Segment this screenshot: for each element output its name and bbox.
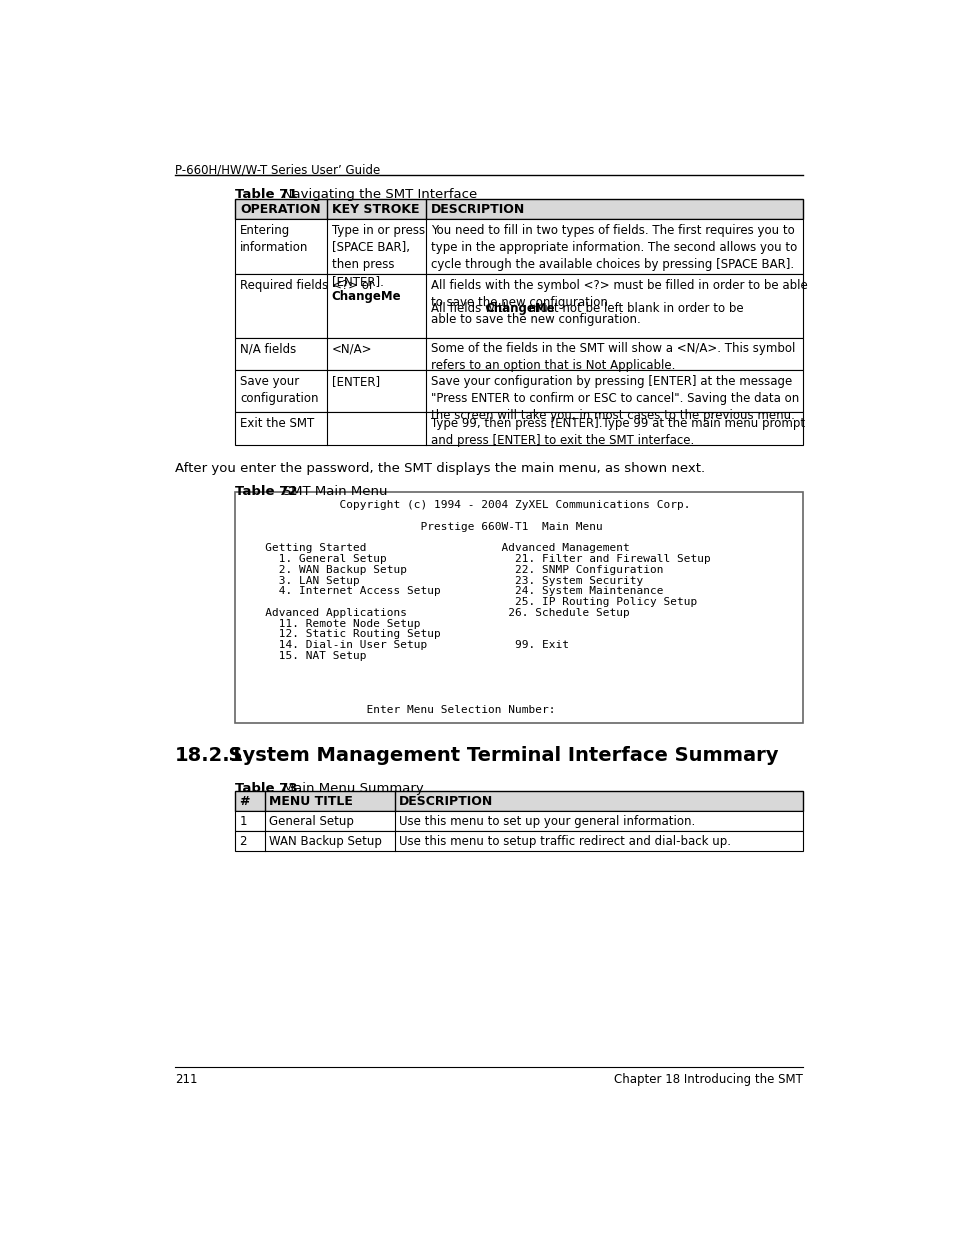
Text: Advanced Applications               26. Schedule Setup: Advanced Applications 26. Schedule Setup xyxy=(245,608,629,618)
Text: [ENTER]: [ENTER] xyxy=(332,374,379,388)
Bar xyxy=(235,831,802,851)
Text: #: # xyxy=(239,795,250,808)
Text: 15. NAT Setup: 15. NAT Setup xyxy=(245,651,366,661)
Text: 25. IP Routing Policy Setup: 25. IP Routing Policy Setup xyxy=(245,597,697,608)
Text: 1: 1 xyxy=(239,815,247,827)
Text: System Management Terminal Interface Summary: System Management Terminal Interface Sum… xyxy=(215,746,778,766)
Text: OPERATION: OPERATION xyxy=(240,203,320,216)
Bar xyxy=(235,811,802,831)
Bar xyxy=(235,274,802,337)
Text: Main Menu Summary: Main Menu Summary xyxy=(270,782,423,795)
Bar xyxy=(235,792,802,811)
Text: 14. Dial-in User Setup             99. Exit: 14. Dial-in User Setup 99. Exit xyxy=(245,640,568,651)
Text: Chapter 18 Introducing the SMT: Chapter 18 Introducing the SMT xyxy=(614,1073,802,1086)
Bar xyxy=(235,219,802,274)
Text: MENU TITLE: MENU TITLE xyxy=(269,795,353,808)
Text: 2. WAN Backup Setup                22. SNMP Configuration: 2. WAN Backup Setup 22. SNMP Configurati… xyxy=(245,564,662,574)
Text: DESCRIPTION: DESCRIPTION xyxy=(431,203,524,216)
Text: 3. LAN Setup                       23. System Security: 3. LAN Setup 23. System Security xyxy=(245,576,642,585)
Text: 12. Static Routing Setup: 12. Static Routing Setup xyxy=(245,630,440,640)
Text: 18.2.1: 18.2.1 xyxy=(174,746,244,766)
Text: KEY STROKE: KEY STROKE xyxy=(332,203,418,216)
Text: Copyright (c) 1994 - 2004 ZyXEL Communications Corp.: Copyright (c) 1994 - 2004 ZyXEL Communic… xyxy=(245,500,690,510)
Text: <N/A>: <N/A> xyxy=(332,342,372,356)
Text: Enter Menu Selection Number:: Enter Menu Selection Number: xyxy=(245,705,555,715)
Text: 11. Remote Node Setup: 11. Remote Node Setup xyxy=(245,619,420,629)
Text: WAN Backup Setup: WAN Backup Setup xyxy=(269,835,381,848)
Bar xyxy=(235,412,802,445)
Text: Use this menu to set up your general information.: Use this menu to set up your general inf… xyxy=(398,815,695,827)
Text: Getting Started                    Advanced Management: Getting Started Advanced Management xyxy=(245,543,629,553)
Bar xyxy=(235,337,802,370)
Text: 211: 211 xyxy=(174,1073,197,1086)
Text: After you enter the password, the SMT displays the main menu, as shown next.: After you enter the password, the SMT di… xyxy=(174,462,704,474)
Text: Save your configuration by pressing [ENTER] at the message
"Press ENTER to confi: Save your configuration by pressing [ENT… xyxy=(431,374,799,421)
Text: 2: 2 xyxy=(239,835,247,848)
Text: Prestige 660W-T1  Main Menu: Prestige 660W-T1 Main Menu xyxy=(245,521,602,531)
Text: Exit the SMT: Exit the SMT xyxy=(240,417,314,430)
Text: 4. Internet Access Setup           24. System Maintenance: 4. Internet Access Setup 24. System Main… xyxy=(245,587,662,597)
Text: ChangeMe: ChangeMe xyxy=(485,303,555,315)
Text: Navigating the SMT Interface: Navigating the SMT Interface xyxy=(270,188,476,201)
Text: <?> or: <?> or xyxy=(332,279,373,293)
Text: Table 71: Table 71 xyxy=(235,188,297,201)
Text: ChangeMe: ChangeMe xyxy=(332,290,401,303)
Text: able to save the new configuration.: able to save the new configuration. xyxy=(431,312,639,326)
Text: Entering
information: Entering information xyxy=(240,224,308,253)
Bar xyxy=(235,370,802,412)
Bar xyxy=(235,199,802,219)
Bar xyxy=(235,493,802,724)
Text: All fields with: All fields with xyxy=(431,303,514,315)
Text: Required fields: Required fields xyxy=(240,279,328,293)
Text: must not be left blank in order to be: must not be left blank in order to be xyxy=(525,303,743,315)
Text: Table 73: Table 73 xyxy=(235,782,297,795)
Text: Type 99, then press [ENTER].Type 99 at the main menu prompt
and press [ENTER] to: Type 99, then press [ENTER].Type 99 at t… xyxy=(431,417,804,447)
Text: N/A fields: N/A fields xyxy=(240,342,296,356)
Text: Some of the fields in the SMT will show a <N/A>. This symbol
refers to an option: Some of the fields in the SMT will show … xyxy=(431,342,795,372)
Text: 1. General Setup                   21. Filter and Firewall Setup: 1. General Setup 21. Filter and Firewall… xyxy=(245,555,710,564)
Text: Save your
configuration: Save your configuration xyxy=(240,374,318,405)
Text: All fields with the symbol <?> must be filled in order to be able
to save the ne: All fields with the symbol <?> must be f… xyxy=(431,279,806,309)
Text: P-660H/HW/W-T Series User’ Guide: P-660H/HW/W-T Series User’ Guide xyxy=(174,163,380,177)
Text: Table 72: Table 72 xyxy=(235,484,297,498)
Text: DESCRIPTION: DESCRIPTION xyxy=(398,795,493,808)
Text: Type in or press
[SPACE BAR],
then press
[ENTER].: Type in or press [SPACE BAR], then press… xyxy=(332,224,424,288)
Text: General Setup: General Setup xyxy=(269,815,354,827)
Text: Use this menu to setup traffic redirect and dial-back up.: Use this menu to setup traffic redirect … xyxy=(398,835,730,848)
Text: You need to fill in two types of fields. The first requires you to
type in the a: You need to fill in two types of fields.… xyxy=(431,224,796,270)
Text: SMT Main Menu: SMT Main Menu xyxy=(270,484,387,498)
